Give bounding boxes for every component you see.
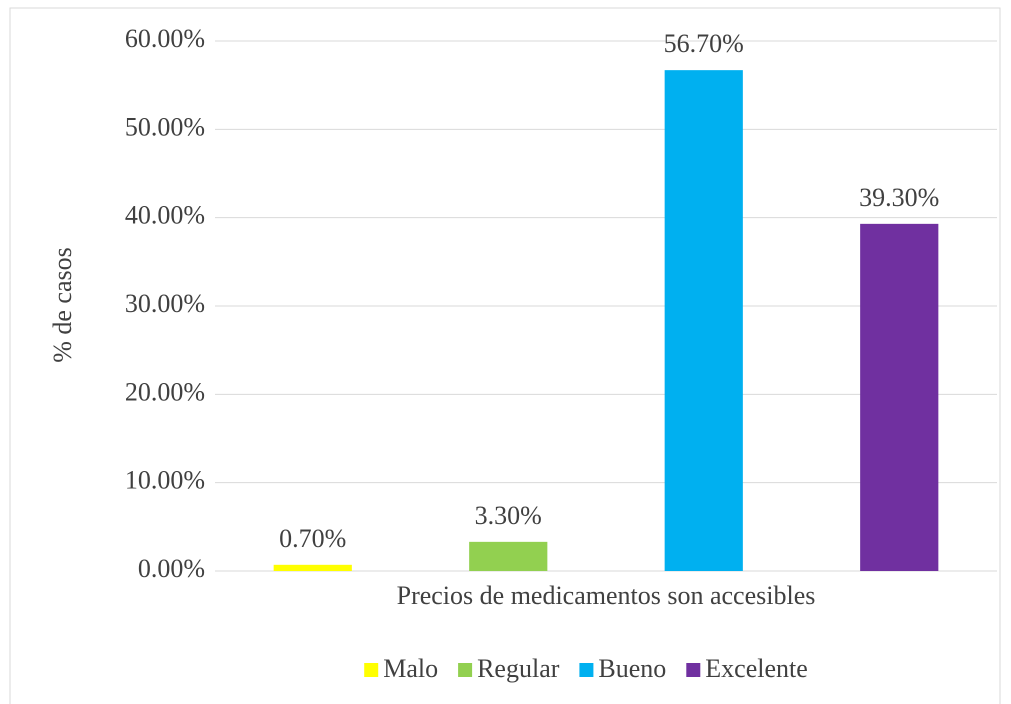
legend-label: Malo xyxy=(383,654,438,683)
y-tick-label: 20.00% xyxy=(125,377,205,406)
bar xyxy=(469,541,548,571)
legend-swatch xyxy=(364,663,379,677)
y-tick-label: 50.00% xyxy=(125,112,205,141)
bar xyxy=(664,70,743,572)
y-tick-label: 40.00% xyxy=(125,201,205,230)
data-label: 56.70% xyxy=(664,29,744,58)
legend-label: Excelente xyxy=(705,654,808,683)
data-label: 0.70% xyxy=(279,524,346,553)
y-tick-label: 30.00% xyxy=(125,289,205,318)
legend-swatch xyxy=(458,663,473,677)
bar xyxy=(860,223,939,571)
y-tick-label: 10.00% xyxy=(125,466,205,495)
x-axis-category: Precios de medicamentos son accesibles xyxy=(397,581,816,610)
chart-frame xyxy=(9,7,1001,704)
legend-label: Regular xyxy=(477,654,560,683)
y-tick-label: 60.00% xyxy=(125,24,205,53)
y-axis-label: % de casos xyxy=(48,247,77,363)
legend-swatch xyxy=(686,663,701,677)
data-label: 3.30% xyxy=(475,501,542,530)
bar xyxy=(273,564,352,571)
data-label: 39.30% xyxy=(859,183,939,212)
legend-swatch xyxy=(579,663,594,677)
y-tick-label: 0.00% xyxy=(138,554,205,583)
legend-label: Bueno xyxy=(598,654,666,683)
